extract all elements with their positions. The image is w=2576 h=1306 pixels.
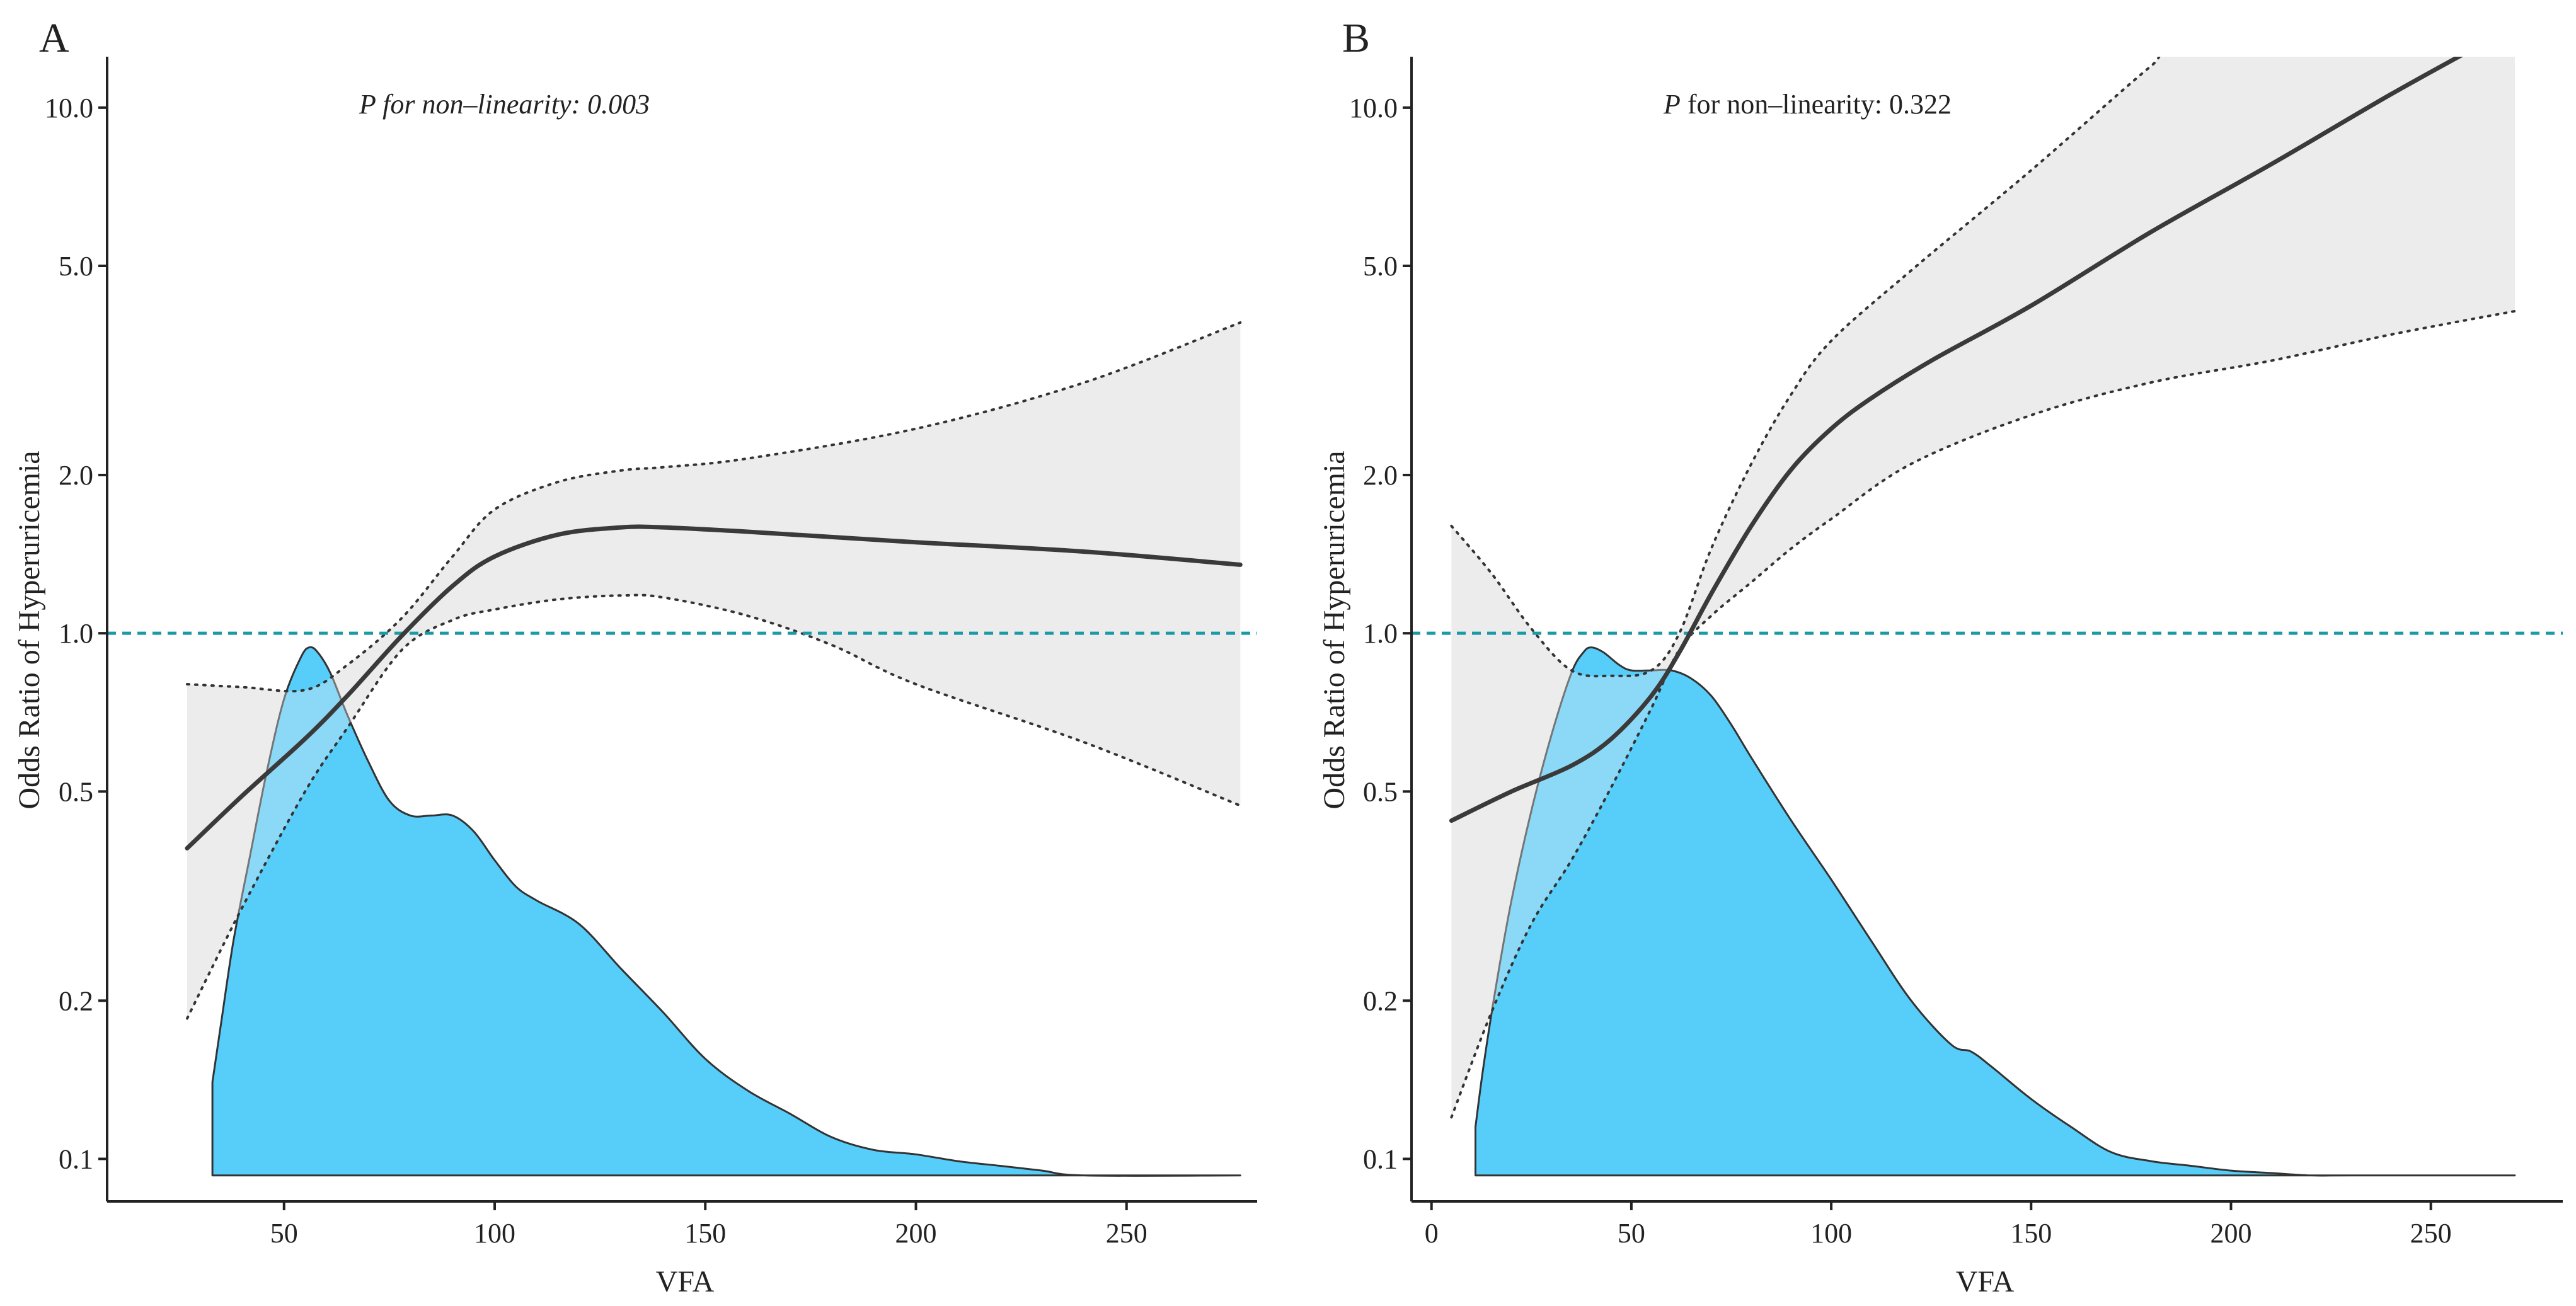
panel-a-letter: A [39, 15, 69, 61]
panel-b-x-tick-label: 150 [2010, 1218, 2052, 1249]
panel-b-y-tick-label: 5.0 [1363, 251, 1398, 282]
panel-b-ci-lower-line [1450, 309, 2516, 1119]
panel-a-y-tick-label: 10.0 [45, 93, 93, 123]
panel-b-ci-band [1451, 57, 2515, 1118]
panel-a-y-tick-label: 2.0 [59, 460, 93, 491]
panel-b-annotation-p: P [1663, 89, 1681, 120]
panel-b-ci-band-overlay [1451, 57, 2515, 1118]
panel-a-plot-area: 0.1 0.2 0.5 1.0 2.0 5.0 10.0 50 100 150 200 250 [45, 57, 1257, 1249]
panel-a: A Odds Ratio of Hyperuricemia VFA P for … [13, 15, 1257, 1298]
panel-b-y-tick-label: 2.0 [1363, 460, 1398, 491]
panel-b-ci-upper-line [1450, 57, 2161, 678]
panel-a-clip-group [107, 321, 1257, 1177]
panel-a-density-area [211, 646, 1241, 1177]
panel-b-x-axis-title: VFA [1956, 1265, 2015, 1298]
panel-b-y-tick-label: 1.0 [1363, 618, 1398, 649]
panel-b-y-axis-title: Odds Ratio of Hyperuricemia [1318, 450, 1351, 809]
panel-a-annotation-text: for non–linearity: 0.003 [376, 89, 650, 120]
panel-a-x-tick-label: 50 [270, 1218, 298, 1249]
panel-a-y-tick-label: 0.2 [59, 985, 93, 1016]
panel-a-annotation: P for non–linearity: 0.003 [359, 89, 650, 120]
panel-b-x-tick-label: 200 [2210, 1218, 2251, 1249]
panel-a-ci-band-overlay [187, 323, 1241, 1019]
panel-b-y-tick-label: 0.2 [1363, 985, 1398, 1016]
panel-b-density-area [1475, 646, 2516, 1177]
panel-a-y-tick-label: 1.0 [59, 618, 93, 649]
panel-b-x-tick-label: 100 [1810, 1218, 1852, 1249]
panel-b-x-tick-label: 250 [2410, 1218, 2452, 1249]
panel-a-x-tick-label: 100 [474, 1218, 515, 1249]
panel-b-annotation-text: for non–linearity: 0.322 [1681, 89, 1952, 120]
panel-a-x-tick-label: 250 [1106, 1218, 1147, 1249]
panel-b-y-tick-label: 0.1 [1363, 1143, 1398, 1174]
panel-a-y-tick-label: 5.0 [59, 251, 93, 282]
panel-b-x-tick-label: 0 [1425, 1218, 1439, 1249]
panel-b-y-tick-label: 0.5 [1363, 776, 1398, 807]
panel-a-x-tick-label: 200 [895, 1218, 937, 1249]
panel-a-odds-ratio-curve [185, 524, 1243, 851]
panel-b-annotation: P for non–linearity: 0.322 [1663, 89, 1952, 120]
panel-b-y-tick-label: 10.0 [1349, 93, 1398, 123]
panel-b-clip-group [1412, 57, 2563, 1177]
panel-a-annotation-p: P [359, 89, 376, 120]
panel-b-plot-area: 0.1 0.2 0.5 1.0 2.0 5.0 10.0 0 50 100 150 200 250 [1349, 57, 2563, 1249]
panel-b: B Odds Ratio of Hyperuricemia VFA P for … [1318, 15, 2563, 1298]
panel-a-ci-band [187, 323, 1241, 1019]
panel-a-x-axis-title: VFA [656, 1265, 715, 1298]
panel-a-x-tick-label: 150 [684, 1218, 726, 1249]
panel-a-y-tick-label: 0.5 [59, 776, 93, 807]
panel-b-letter: B [1342, 15, 1370, 61]
panel-a-y-tick-label: 0.1 [59, 1143, 93, 1174]
panel-b-odds-ratio-curve [1449, 57, 2464, 823]
panel-a-y-axis-title: Odds Ratio of Hyperuricemia [13, 450, 46, 809]
panel-b-x-tick-label: 50 [1618, 1218, 1645, 1249]
panel-a-ci-lower-line [186, 593, 1242, 1020]
